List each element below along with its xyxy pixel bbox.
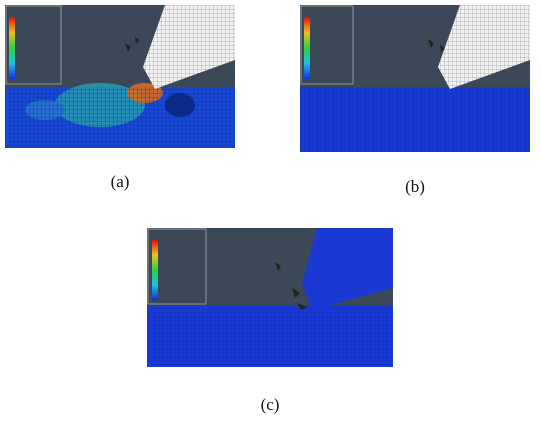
caption: (c) <box>261 395 280 414</box>
panel-c <box>147 228 393 367</box>
caption: (a) <box>111 172 130 191</box>
panel-b <box>300 5 530 152</box>
caption: (b) <box>405 177 425 196</box>
panel-a <box>5 5 235 148</box>
figure: (a) (b) (c) <box>0 0 541 419</box>
